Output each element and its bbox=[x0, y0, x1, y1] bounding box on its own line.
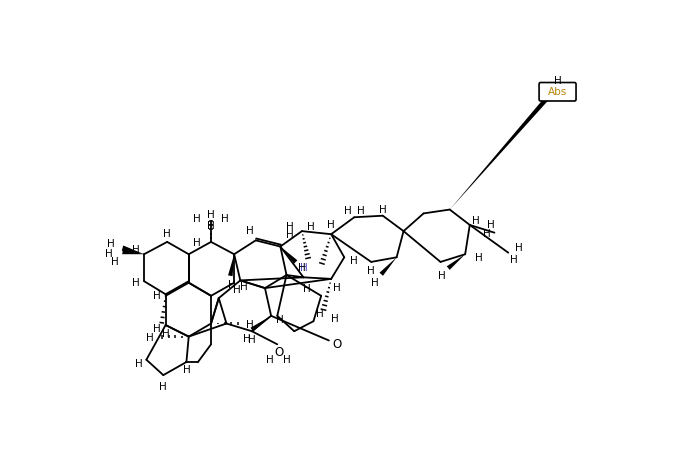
Polygon shape bbox=[280, 246, 297, 263]
Text: H: H bbox=[334, 283, 341, 293]
Text: H: H bbox=[233, 285, 240, 294]
Text: H: H bbox=[135, 358, 143, 369]
FancyBboxPatch shape bbox=[539, 82, 576, 101]
Text: H: H bbox=[349, 256, 357, 266]
Text: H: H bbox=[207, 210, 215, 220]
Polygon shape bbox=[250, 316, 271, 332]
Text: H: H bbox=[246, 226, 253, 236]
Polygon shape bbox=[122, 245, 144, 254]
Polygon shape bbox=[450, 98, 548, 210]
Text: H: H bbox=[207, 221, 215, 231]
Text: H: H bbox=[472, 216, 480, 226]
Text: H: H bbox=[163, 229, 171, 239]
Text: H: H bbox=[152, 291, 160, 301]
Text: H: H bbox=[162, 329, 169, 339]
Text: H: H bbox=[315, 308, 324, 319]
Text: H: H bbox=[510, 256, 517, 265]
Text: H: H bbox=[107, 239, 115, 249]
Text: H: H bbox=[242, 334, 250, 344]
Text: H: H bbox=[344, 206, 352, 216]
Text: O: O bbox=[332, 338, 341, 351]
Text: H: H bbox=[111, 257, 118, 267]
Text: H: H bbox=[487, 220, 494, 230]
Text: H: H bbox=[160, 382, 167, 392]
Text: H: H bbox=[146, 333, 154, 343]
Text: H: H bbox=[286, 230, 293, 240]
Text: H: H bbox=[331, 314, 339, 324]
Text: H: H bbox=[298, 263, 306, 273]
Text: H: H bbox=[327, 220, 335, 230]
Text: H: H bbox=[248, 336, 256, 345]
Text: H: H bbox=[483, 229, 491, 239]
Text: H: H bbox=[515, 243, 523, 253]
Polygon shape bbox=[123, 250, 144, 254]
Text: H: H bbox=[371, 278, 379, 288]
Text: H: H bbox=[228, 280, 236, 290]
Text: H: H bbox=[221, 214, 229, 224]
Text: H: H bbox=[246, 320, 253, 330]
Text: H: H bbox=[554, 76, 561, 86]
Polygon shape bbox=[447, 254, 465, 270]
Text: H: H bbox=[357, 206, 364, 216]
Text: H: H bbox=[265, 355, 274, 365]
Text: H: H bbox=[475, 253, 483, 263]
Text: H: H bbox=[194, 214, 201, 224]
Text: H: H bbox=[194, 238, 201, 249]
Text: H: H bbox=[240, 282, 247, 292]
Text: H: H bbox=[183, 365, 190, 375]
Text: H: H bbox=[300, 263, 307, 273]
Text: O: O bbox=[274, 345, 284, 358]
Text: H: H bbox=[286, 222, 294, 232]
Text: H: H bbox=[152, 324, 160, 334]
Text: H: H bbox=[133, 278, 140, 288]
Text: H: H bbox=[282, 355, 290, 365]
Text: H: H bbox=[438, 271, 446, 281]
Text: H: H bbox=[368, 266, 375, 276]
Text: H: H bbox=[133, 245, 140, 256]
Polygon shape bbox=[380, 257, 397, 276]
Text: Abs: Abs bbox=[548, 87, 567, 97]
Text: H: H bbox=[307, 222, 315, 232]
Text: H: H bbox=[303, 284, 311, 294]
Text: H: H bbox=[379, 205, 387, 214]
Text: H: H bbox=[105, 249, 112, 259]
Polygon shape bbox=[228, 254, 234, 276]
Text: H: H bbox=[276, 315, 284, 325]
